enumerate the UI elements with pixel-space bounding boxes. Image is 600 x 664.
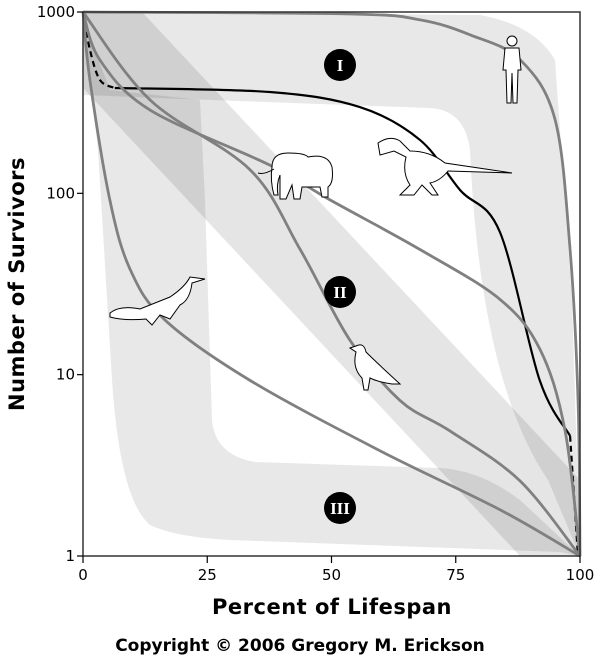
y-axis-label: Number of Survivors [5,157,29,411]
tyrannosaurus-icon [377,137,513,196]
axes: 0 25 50 75 100 1 10 100 1000 [37,3,595,584]
region-marker-badge [324,49,356,81]
elephant-tusk [257,168,275,174]
y-tick-label: 1 [65,547,75,565]
elephant-curve [81,11,582,557]
bird-body [348,344,402,391]
human-curve [82,10,582,557]
x-tick-label: 25 [198,566,217,584]
bird-curve [81,11,582,557]
bird-icon [348,344,402,391]
animal-icons [109,35,522,391]
type-i-band [83,12,580,556]
region-label-3: III [330,499,350,518]
x-tick-label: 75 [446,566,465,584]
elephant-icon [257,152,333,200]
alligator-curve [81,11,581,558]
y-tick-label: 10 [56,366,75,384]
region-label-2: II [333,283,347,302]
y-tick-label: 1000 [37,3,75,21]
region-marker-badge [324,492,356,524]
human-icon [502,35,522,104]
x-axis-label: Percent of Lifespan [212,595,452,619]
human-head [506,35,518,47]
trex-body [377,137,513,196]
type-iii-band [83,20,580,556]
elephant-body [270,152,333,200]
x-tick-label: 50 [322,566,341,584]
region-marker-badge [324,276,356,308]
alligator-icon [109,276,206,326]
tyrannosaurus-curve-dashed [81,11,116,90]
region-label-1: I [337,56,344,75]
copyright-text: Copyright © 2006 Gregory M. Erickson [115,636,485,656]
x-tick-label: 100 [566,566,595,584]
y-tick-label: 100 [46,184,75,202]
survivorship-curves [81,10,582,558]
human-body [502,47,522,104]
x-tick-label: 0 [78,566,88,584]
alligator-body [109,276,206,326]
